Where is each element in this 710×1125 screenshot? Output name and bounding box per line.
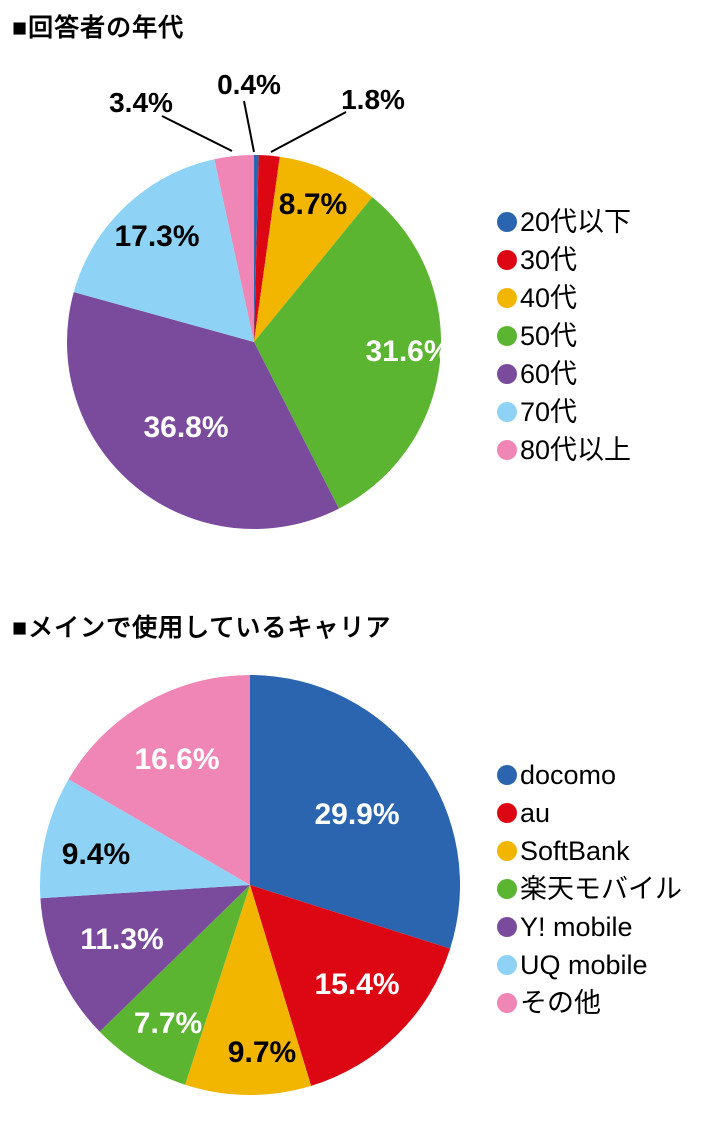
- legend-label: 40代: [520, 282, 578, 313]
- legend-dot: [497, 841, 517, 861]
- legend-item: 楽天モバイル: [497, 870, 682, 908]
- age-chart-title: ■回答者の年代: [12, 14, 185, 42]
- legend-label: UQ mobile: [520, 949, 648, 980]
- legend-dot: [497, 402, 517, 422]
- legend-item: docomo: [497, 756, 682, 794]
- legend-label: au: [520, 797, 551, 828]
- slice-label-70s: 17.3%: [114, 220, 200, 253]
- pie-slice: [254, 155, 280, 342]
- legend-item: Y! mobile: [497, 908, 682, 946]
- carrier-chart-title: ■メインで使用しているキャリア: [12, 614, 392, 642]
- legend-dot: [497, 440, 517, 460]
- pie-slice: [214, 155, 254, 342]
- callout-label-over80: 3.4%: [109, 87, 173, 118]
- legend-item: 40代: [497, 279, 631, 317]
- slice-label-60s: 36.8%: [143, 411, 229, 444]
- pie-slice: [254, 156, 373, 342]
- age-chart-section: ■回答者の年代 0.4% 1.8% 3.4% 8.7% 31.6% 36.8% …: [12, 14, 631, 530]
- legend-label: 80代以上: [520, 434, 632, 465]
- pie-slice: [40, 885, 250, 1032]
- pie-slice: [39, 779, 250, 899]
- legend-item: SoftBank: [497, 832, 682, 870]
- legend-label: 楽天モバイル: [520, 873, 682, 904]
- pie-slice: [254, 197, 442, 509]
- legend-dot: [497, 993, 517, 1013]
- slice-label-uqmobile: 9.4%: [61, 838, 131, 871]
- carrier-legend: docomo au SoftBank 楽天モバイル Y! mobile UQ m…: [497, 756, 682, 1022]
- legend-dot: [497, 917, 517, 937]
- legend-label: 70代: [520, 396, 578, 427]
- legend-dot: [497, 212, 517, 232]
- legend-label: 30代: [520, 244, 578, 275]
- slice-label-ymobile: 11.3%: [80, 923, 164, 956]
- legend-item: その他: [497, 984, 682, 1022]
- slice-label-softbank: 9.7%: [227, 1036, 297, 1069]
- legend-dot: [497, 364, 517, 384]
- slice-label-50s: 31.6%: [365, 335, 451, 368]
- slice-label-au: 15.4%: [314, 968, 400, 1001]
- carrier-pie-chart: [39, 675, 461, 1095]
- legend-dot: [497, 326, 517, 346]
- legend-item: 80代以上: [497, 431, 631, 469]
- slice-label-docomo: 29.9%: [314, 798, 400, 831]
- legend-dot: [497, 765, 517, 785]
- callout-line-under20: [243, 100, 255, 153]
- age-pie-slices: [66, 155, 442, 530]
- carrier-pie-slices: [39, 675, 461, 1095]
- pie-slice: [73, 159, 254, 342]
- pie-slice: [68, 675, 250, 885]
- legend-dot: [497, 803, 517, 823]
- pie-slice: [66, 292, 339, 530]
- callout-line-over80: [161, 115, 233, 152]
- legend-label: Y! mobile: [520, 911, 633, 942]
- legend-label: 60代: [520, 358, 578, 389]
- legend-dot: [497, 250, 517, 270]
- pie-slice: [254, 155, 259, 342]
- legend-dot: [497, 955, 517, 975]
- pie-slice: [250, 885, 451, 1086]
- legend-label: その他: [520, 987, 601, 1018]
- legend-label: SoftBank: [520, 835, 630, 866]
- age-legend: 20代以下 30代 40代 50代 60代 70代: [497, 203, 631, 469]
- legend-label: 20代以下: [520, 206, 632, 237]
- legend-label: docomo: [520, 759, 617, 790]
- slice-label-other: 16.6%: [134, 743, 220, 776]
- pie-slice: [99, 885, 251, 1085]
- legend-label: 50代: [520, 320, 578, 351]
- slice-label-40s: 8.7%: [278, 188, 348, 221]
- callout-line-30s: [270, 111, 347, 153]
- legend-item: 30代: [497, 241, 631, 279]
- callout-label-under20: 0.4%: [217, 69, 281, 100]
- pie-slice: [250, 675, 461, 949]
- legend-item: 20代以下: [497, 203, 631, 241]
- legend-item: 60代: [497, 355, 631, 393]
- legend-dot: [497, 288, 517, 308]
- age-pie-chart: [66, 100, 442, 530]
- legend-item: au: [497, 794, 682, 832]
- legend-dot: [497, 879, 517, 899]
- carrier-chart-section: ■メインで使用しているキャリア 29.9% 15.4% 9.7% 7.7% 11…: [0, 600, 710, 1125]
- age-callout-lines: [161, 100, 347, 153]
- callout-label-30s: 1.8%: [341, 84, 405, 115]
- legend-item: UQ mobile: [497, 946, 682, 984]
- legend-item: 50代: [497, 317, 631, 355]
- pie-slice: [185, 885, 312, 1095]
- slice-label-rakuten: 7.7%: [133, 1007, 203, 1040]
- legend-item: 70代: [497, 393, 631, 431]
